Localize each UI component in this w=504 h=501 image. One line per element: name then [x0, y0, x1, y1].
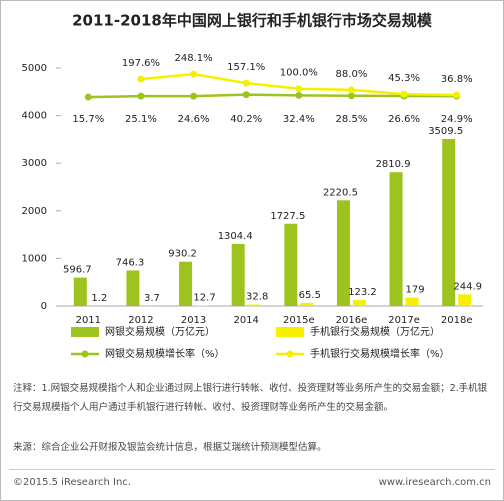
line-label: 36.8% [441, 74, 473, 85]
bar-label: 1727.5 [270, 211, 305, 222]
bar [73, 277, 87, 306]
line-point [242, 79, 250, 87]
x-tick-label: 2018e [441, 315, 473, 326]
line-label: 25.1% [125, 114, 157, 125]
note: 注释：1.网银交易规模指个人和企业通过网上银行进行转帐、收付、投资理财等业务所产… [13, 383, 488, 413]
bar-label: 1.2 [91, 293, 107, 304]
bar-label: 930.2 [168, 249, 197, 260]
line-point [400, 90, 408, 98]
x-tick-label: 2013 [181, 315, 206, 326]
bar [195, 305, 209, 306]
bar-label: 596.7 [63, 265, 92, 276]
line-point [242, 91, 250, 99]
bar-label: 2810.9 [376, 159, 411, 170]
line-label: 24.6% [178, 114, 210, 125]
line-label: 248.1% [174, 53, 212, 64]
chart: 2011-2018年中国网上银行和手机银行市场交易规模 0 1000 2000 300… [22, 12, 483, 360]
bar [405, 297, 419, 306]
legend-marker [81, 350, 89, 358]
bar-label: 12.7 [193, 292, 215, 303]
bar-label: 123.2 [348, 287, 377, 298]
line-point [295, 85, 303, 93]
footer-right: www.iresearch.com.cn [378, 477, 491, 488]
line-point [190, 70, 198, 78]
line-point [137, 75, 145, 83]
line [88, 93, 457, 99]
line-point [453, 91, 461, 99]
line-label: 24.9% [441, 114, 473, 125]
line-point [347, 86, 355, 94]
bar [352, 300, 366, 306]
y-tick-label: 5000 [22, 63, 47, 74]
x-tick-label: 2012 [128, 315, 153, 326]
bar-label: 244.9 [453, 281, 482, 292]
x-tick-label: 2011 [76, 315, 101, 326]
line-point [295, 91, 303, 99]
x-tick-label: 2015e [283, 315, 315, 326]
line-label: 45.3% [388, 73, 420, 84]
bar [284, 223, 298, 306]
line-label: 32.4% [283, 114, 315, 125]
legend-marker [286, 350, 294, 358]
line-label: 28.5% [336, 114, 368, 125]
y-tick-label: 0 [41, 301, 47, 312]
bar [300, 302, 314, 306]
bar [231, 243, 245, 306]
source: 来源：综合企业公开财报及银监会统计信息，根据艾瑞统计预测模型估算。 [13, 442, 327, 453]
y-tick-label: 2000 [22, 206, 47, 217]
bar [389, 172, 403, 306]
bar-label: 2220.5 [323, 187, 358, 198]
y-tick-label: 4000 [22, 111, 47, 122]
x-tick-label: 2016e [336, 315, 368, 326]
bar-label: 32.8 [246, 291, 268, 302]
line-label: 100.0% [280, 68, 318, 79]
line-label: 40.2% [230, 114, 262, 125]
bar-label: 3509.5 [428, 126, 463, 137]
bar-label: 746.3 [116, 257, 145, 268]
bar-label: 1304.4 [218, 231, 253, 242]
line-label: 26.6% [388, 114, 420, 125]
line-point [84, 93, 92, 101]
line-label: 197.6% [122, 58, 160, 69]
line-point [347, 92, 355, 100]
bar [458, 294, 472, 306]
chart-title: 2011-2018年中国网上银行和手机银行市场交易规模 [72, 12, 433, 30]
legend-swatch [71, 327, 99, 337]
bar-label: 179 [406, 284, 425, 295]
bar-label: 65.5 [299, 290, 321, 301]
line-label: 157.1% [227, 62, 265, 73]
x-tick-label: 2014 [233, 315, 258, 326]
bar [179, 261, 193, 306]
legend-label: 手机银行交易规模增长率（%） [310, 347, 450, 360]
divider [9, 469, 495, 470]
bar [247, 304, 261, 306]
bar-label: 3.7 [144, 293, 160, 304]
line-label: 88.0% [336, 69, 368, 80]
legend-swatch [276, 327, 304, 337]
y-tick-label: 1000 [22, 253, 47, 264]
line-label: 15.7% [72, 114, 104, 125]
bar [336, 200, 350, 306]
line-point [137, 92, 145, 100]
footer-left: ©2015.5 iResearch Inc. [13, 477, 131, 488]
bar [442, 138, 456, 306]
legend-label: 网银交易规模增长率（%） [105, 347, 225, 360]
y-tick-label: 3000 [22, 158, 47, 169]
legend-label: 网银交易规模（万亿元） [105, 325, 215, 338]
x-tick-label: 2017e [388, 315, 420, 326]
line-point [190, 92, 198, 100]
bar [126, 270, 140, 306]
legend-label: 手机银行交易规模（万亿元） [310, 325, 440, 338]
